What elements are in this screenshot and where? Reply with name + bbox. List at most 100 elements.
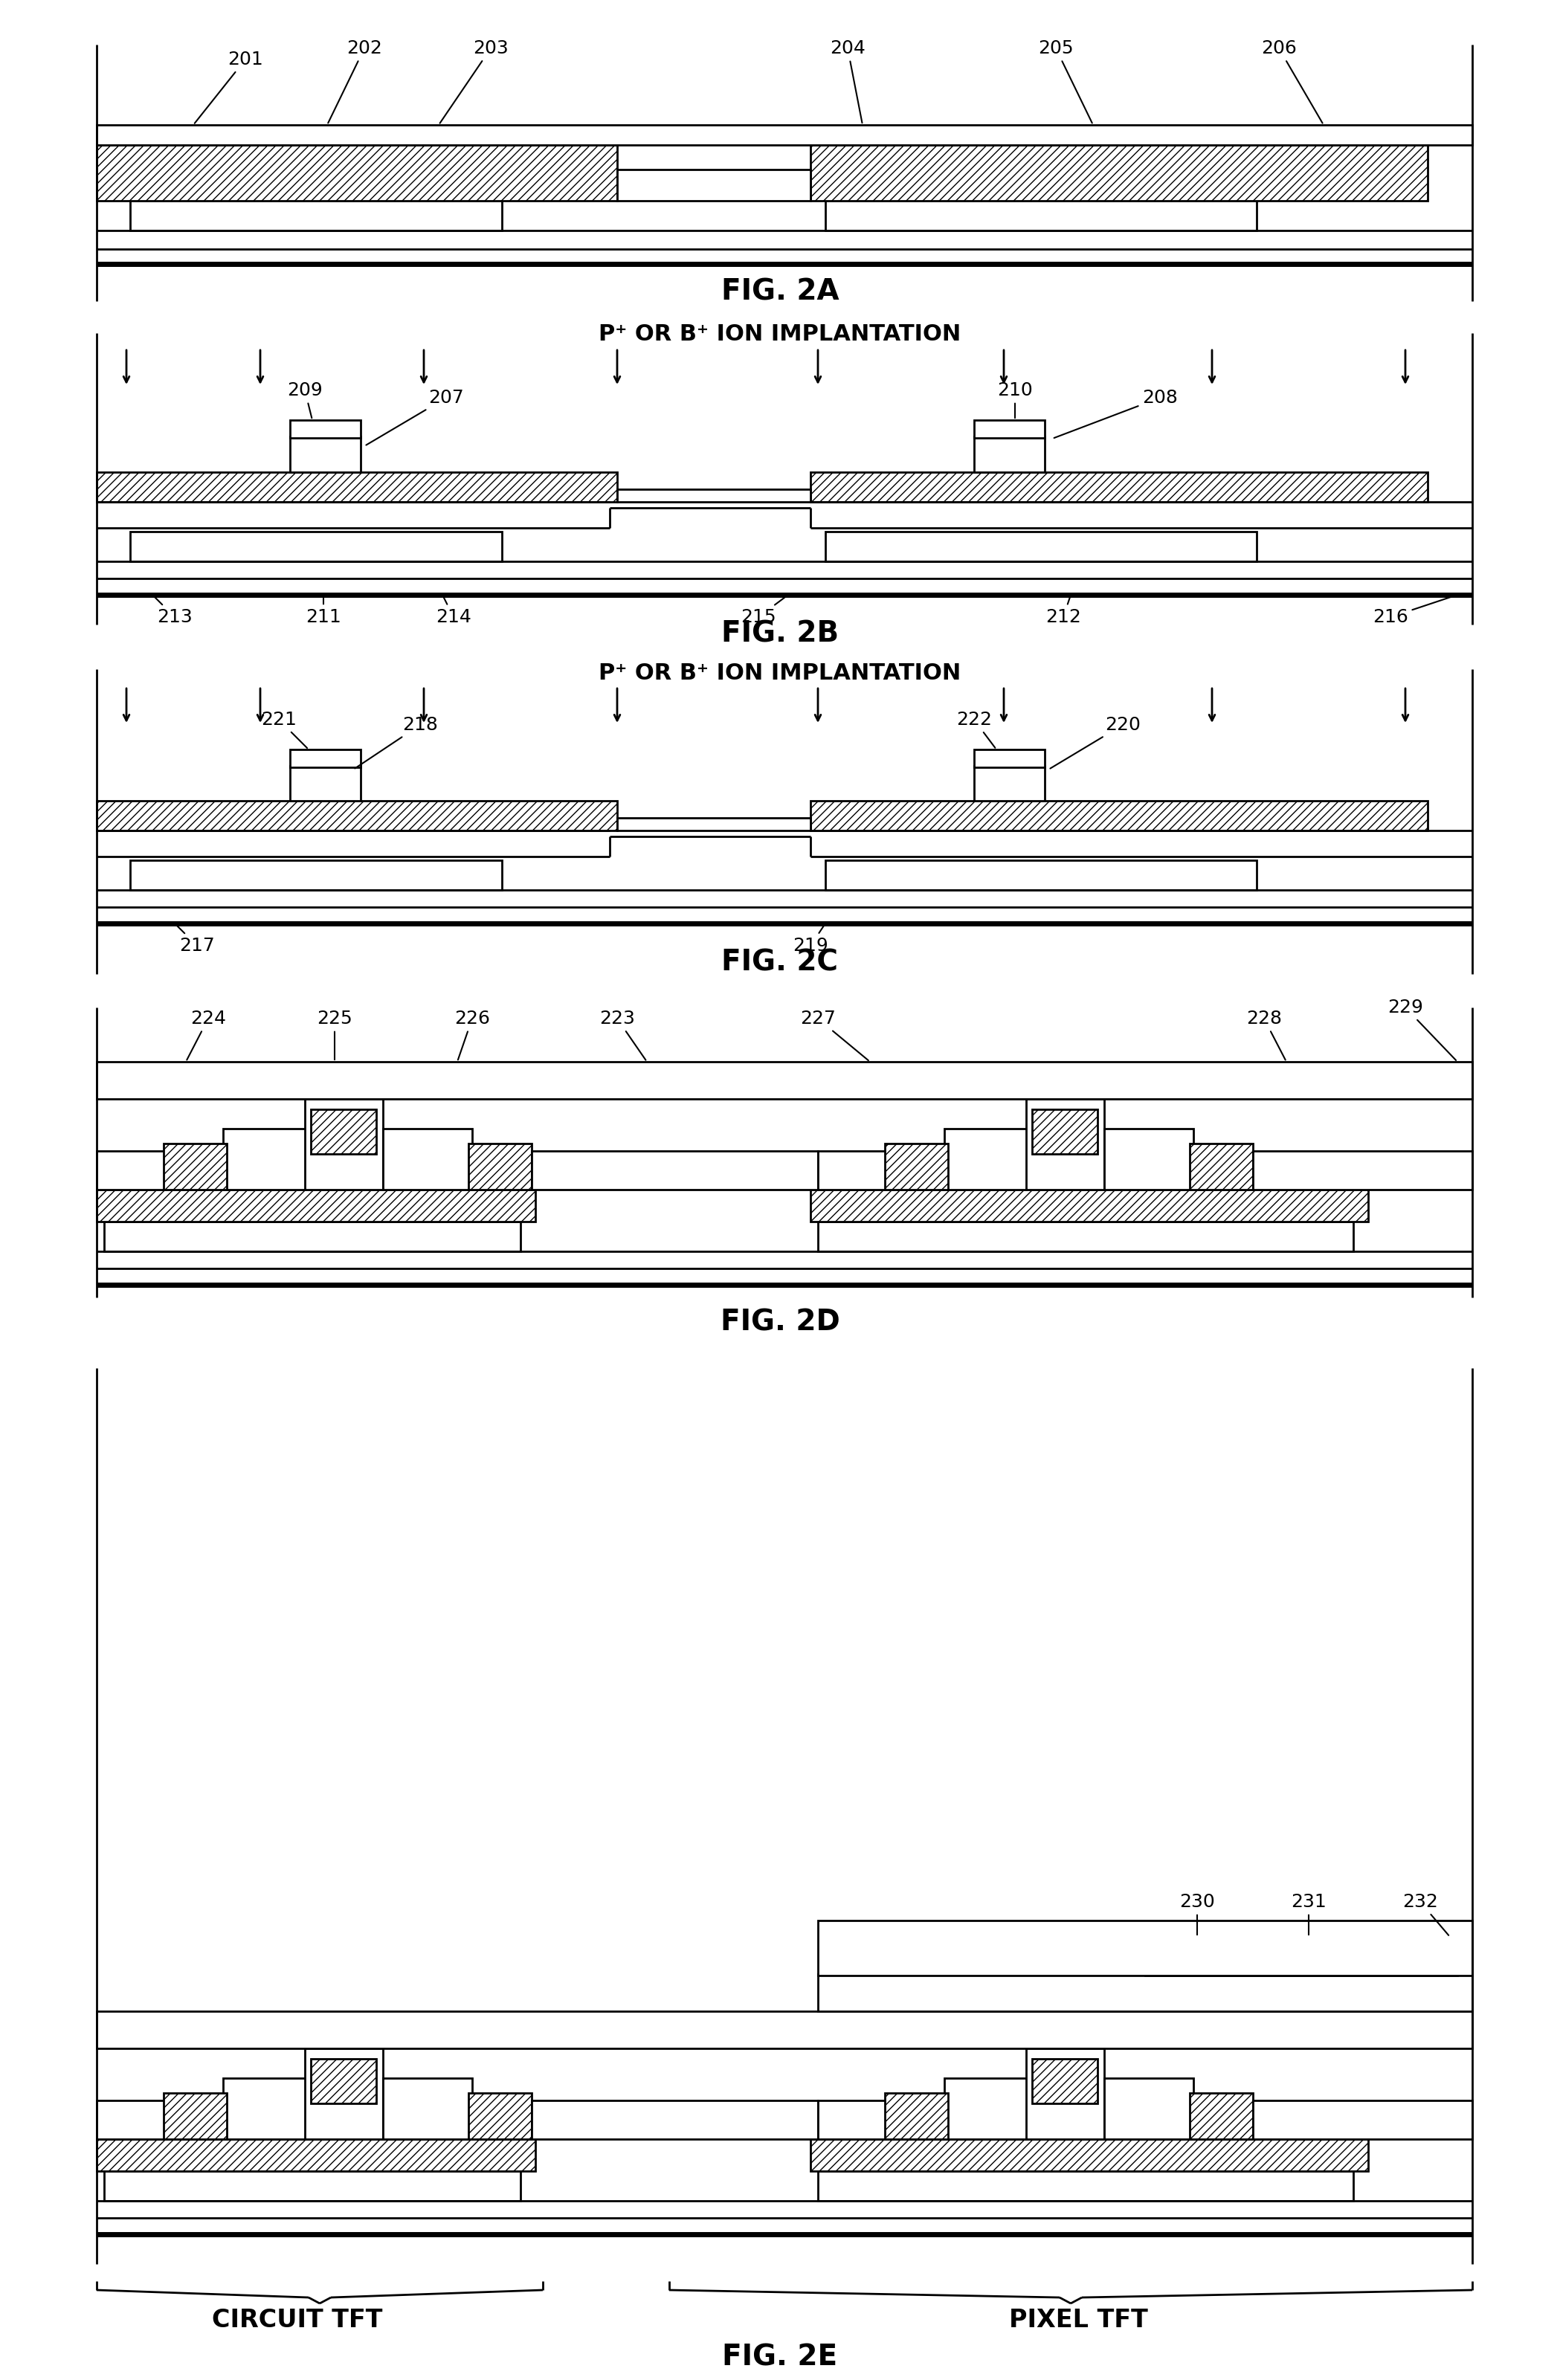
Bar bbox=[944, 2078, 1034, 2140]
Text: 219: 219 bbox=[792, 926, 828, 954]
Bar bbox=[811, 471, 1427, 502]
Text: 222: 222 bbox=[956, 712, 995, 747]
Text: 214: 214 bbox=[435, 597, 471, 626]
Text: 207: 207 bbox=[367, 388, 463, 445]
Bar bbox=[223, 1128, 312, 1190]
Bar bbox=[885, 2092, 948, 2140]
Text: 221: 221 bbox=[261, 712, 307, 747]
Bar bbox=[105, 1221, 521, 1252]
Bar bbox=[129, 531, 502, 562]
Bar bbox=[817, 2171, 1353, 2201]
Text: 230: 230 bbox=[1179, 1892, 1215, 1935]
Text: 223: 223 bbox=[599, 1009, 646, 1059]
Text: FIG. 2C: FIG. 2C bbox=[722, 950, 838, 976]
Bar bbox=[618, 819, 811, 831]
Text: 215: 215 bbox=[741, 595, 786, 626]
Bar bbox=[618, 169, 811, 200]
Text: 217: 217 bbox=[176, 926, 215, 954]
Text: 202: 202 bbox=[328, 40, 382, 124]
Text: P⁺ OR B⁺ ION IMPLANTATION: P⁺ OR B⁺ ION IMPLANTATION bbox=[599, 662, 961, 683]
Bar bbox=[618, 490, 811, 502]
Text: 224: 224 bbox=[187, 1009, 226, 1059]
Bar bbox=[1104, 2078, 1193, 2140]
Bar bbox=[223, 2078, 312, 2140]
Bar bbox=[817, 1221, 1353, 1252]
Bar bbox=[97, 1061, 1473, 1100]
Bar bbox=[885, 1142, 948, 1190]
Bar bbox=[825, 200, 1257, 231]
Bar bbox=[129, 200, 502, 231]
Text: CIRCUIT TFT: CIRCUIT TFT bbox=[212, 2309, 382, 2332]
Text: 231: 231 bbox=[1292, 1892, 1326, 1935]
Bar bbox=[304, 2049, 382, 2140]
Bar bbox=[1104, 1128, 1193, 1190]
Bar bbox=[164, 2092, 226, 2140]
Bar bbox=[105, 2171, 521, 2201]
Bar bbox=[973, 750, 1045, 766]
Text: 218: 218 bbox=[356, 716, 438, 769]
Bar bbox=[1033, 1109, 1098, 1154]
Bar bbox=[825, 531, 1257, 562]
Bar bbox=[97, 1152, 223, 1190]
Bar bbox=[382, 2078, 473, 2140]
Text: FIG. 2B: FIG. 2B bbox=[721, 621, 839, 647]
Bar bbox=[468, 1142, 532, 1190]
Bar bbox=[1190, 2092, 1253, 2140]
Bar bbox=[97, 1190, 535, 1221]
Bar bbox=[825, 859, 1257, 890]
Text: 205: 205 bbox=[1037, 40, 1092, 124]
Text: 213: 213 bbox=[154, 597, 192, 626]
Bar bbox=[532, 2102, 817, 2140]
Bar bbox=[1026, 2049, 1104, 2140]
Bar bbox=[817, 1973, 1473, 2011]
Text: FIG. 2D: FIG. 2D bbox=[721, 1309, 839, 1335]
Bar bbox=[129, 859, 502, 890]
Bar bbox=[817, 2102, 944, 2140]
Bar bbox=[973, 421, 1045, 438]
Bar bbox=[1033, 2059, 1098, 2104]
Bar bbox=[817, 1152, 944, 1190]
Bar bbox=[973, 436, 1045, 471]
Text: 227: 227 bbox=[800, 1009, 869, 1061]
Text: 212: 212 bbox=[1045, 597, 1081, 626]
Bar bbox=[290, 750, 360, 766]
Text: 232: 232 bbox=[1402, 1892, 1449, 1935]
Bar bbox=[310, 2059, 376, 2104]
Bar bbox=[532, 1152, 817, 1190]
Text: 226: 226 bbox=[454, 1009, 490, 1059]
Bar bbox=[1253, 1152, 1473, 1190]
Text: 208: 208 bbox=[1055, 388, 1178, 438]
Bar bbox=[290, 766, 360, 800]
Bar bbox=[97, 145, 618, 200]
Bar bbox=[164, 1142, 226, 1190]
Bar bbox=[97, 2102, 223, 2140]
Bar bbox=[811, 1190, 1368, 1221]
Bar bbox=[944, 1128, 1034, 1190]
Bar bbox=[1026, 1100, 1104, 1190]
Bar bbox=[468, 2092, 532, 2140]
Text: FIG. 2A: FIG. 2A bbox=[721, 278, 839, 305]
Text: 204: 204 bbox=[830, 40, 866, 124]
Bar bbox=[97, 800, 618, 831]
Bar bbox=[382, 1128, 473, 1190]
Text: FIG. 2E: FIG. 2E bbox=[722, 2342, 838, 2370]
Text: 216: 216 bbox=[1373, 595, 1455, 626]
Bar bbox=[811, 800, 1427, 831]
Bar bbox=[1253, 2102, 1473, 2140]
Text: 203: 203 bbox=[440, 40, 509, 124]
Bar bbox=[1145, 1937, 1457, 1975]
Bar bbox=[97, 124, 1473, 145]
Text: 201: 201 bbox=[195, 50, 264, 124]
Text: 229: 229 bbox=[1387, 1000, 1455, 1059]
Text: 228: 228 bbox=[1246, 1009, 1285, 1059]
Bar bbox=[304, 1100, 382, 1190]
Bar bbox=[817, 1921, 1473, 1975]
Text: 211: 211 bbox=[306, 597, 342, 626]
Bar bbox=[97, 2011, 1473, 2049]
Bar bbox=[811, 145, 1427, 200]
Bar bbox=[811, 2140, 1368, 2171]
Bar bbox=[310, 1109, 376, 1154]
Text: 225: 225 bbox=[317, 1009, 353, 1059]
Bar bbox=[290, 421, 360, 438]
Bar bbox=[973, 766, 1045, 800]
